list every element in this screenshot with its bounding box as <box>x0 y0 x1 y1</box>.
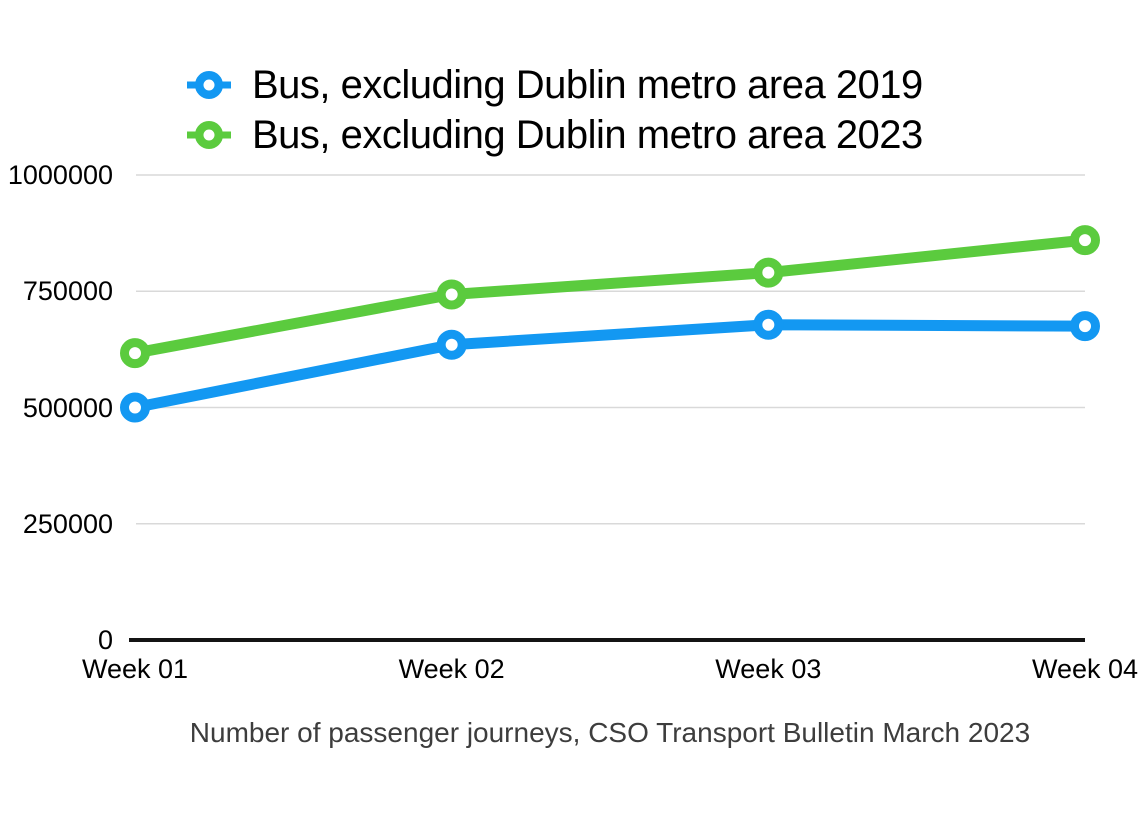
legend-item-2019: Bus, excluding Dublin metro area 2019 <box>186 60 923 110</box>
data-point-marker <box>1070 311 1100 342</box>
data-point-marker <box>1070 225 1100 256</box>
series-line <box>129 234 1091 359</box>
x-tick-label: Week 01 <box>81 654 189 684</box>
y-tick-label: 500000 <box>22 392 113 423</box>
y-tick-label: 0 <box>97 625 113 655</box>
data-point-marker <box>120 392 150 423</box>
x-tick-label: Week 04 <box>1031 654 1139 684</box>
x-tick-label: Week 03 <box>715 654 822 684</box>
data-point-marker <box>436 329 467 360</box>
data-point-marker <box>753 257 784 288</box>
legend-item-2023: Bus, excluding Dublin metro area 2023 <box>186 110 923 160</box>
chart-caption: Number of passenger journeys, CSO Transp… <box>189 717 1031 748</box>
series-line <box>129 319 1091 413</box>
legend-label-2023: Bus, excluding Dublin metro area 2023 <box>252 113 923 157</box>
x-tick-label: Week 02 <box>398 654 505 684</box>
y-tick-label: 750000 <box>22 276 113 307</box>
data-point-marker <box>753 309 784 340</box>
y-tick-label: 1000000 <box>7 160 113 190</box>
ring-line-marker-icon <box>187 71 231 99</box>
ring-line-marker-icon <box>187 121 231 149</box>
y-tick-label: 250000 <box>22 508 113 539</box>
data-point-marker <box>436 279 467 310</box>
data-point-marker <box>120 338 150 369</box>
legend-label-2019: Bus, excluding Dublin metro area 2019 <box>252 63 923 107</box>
chart-legend: Bus, excluding Dublin metro area 2019 Bu… <box>186 60 923 160</box>
